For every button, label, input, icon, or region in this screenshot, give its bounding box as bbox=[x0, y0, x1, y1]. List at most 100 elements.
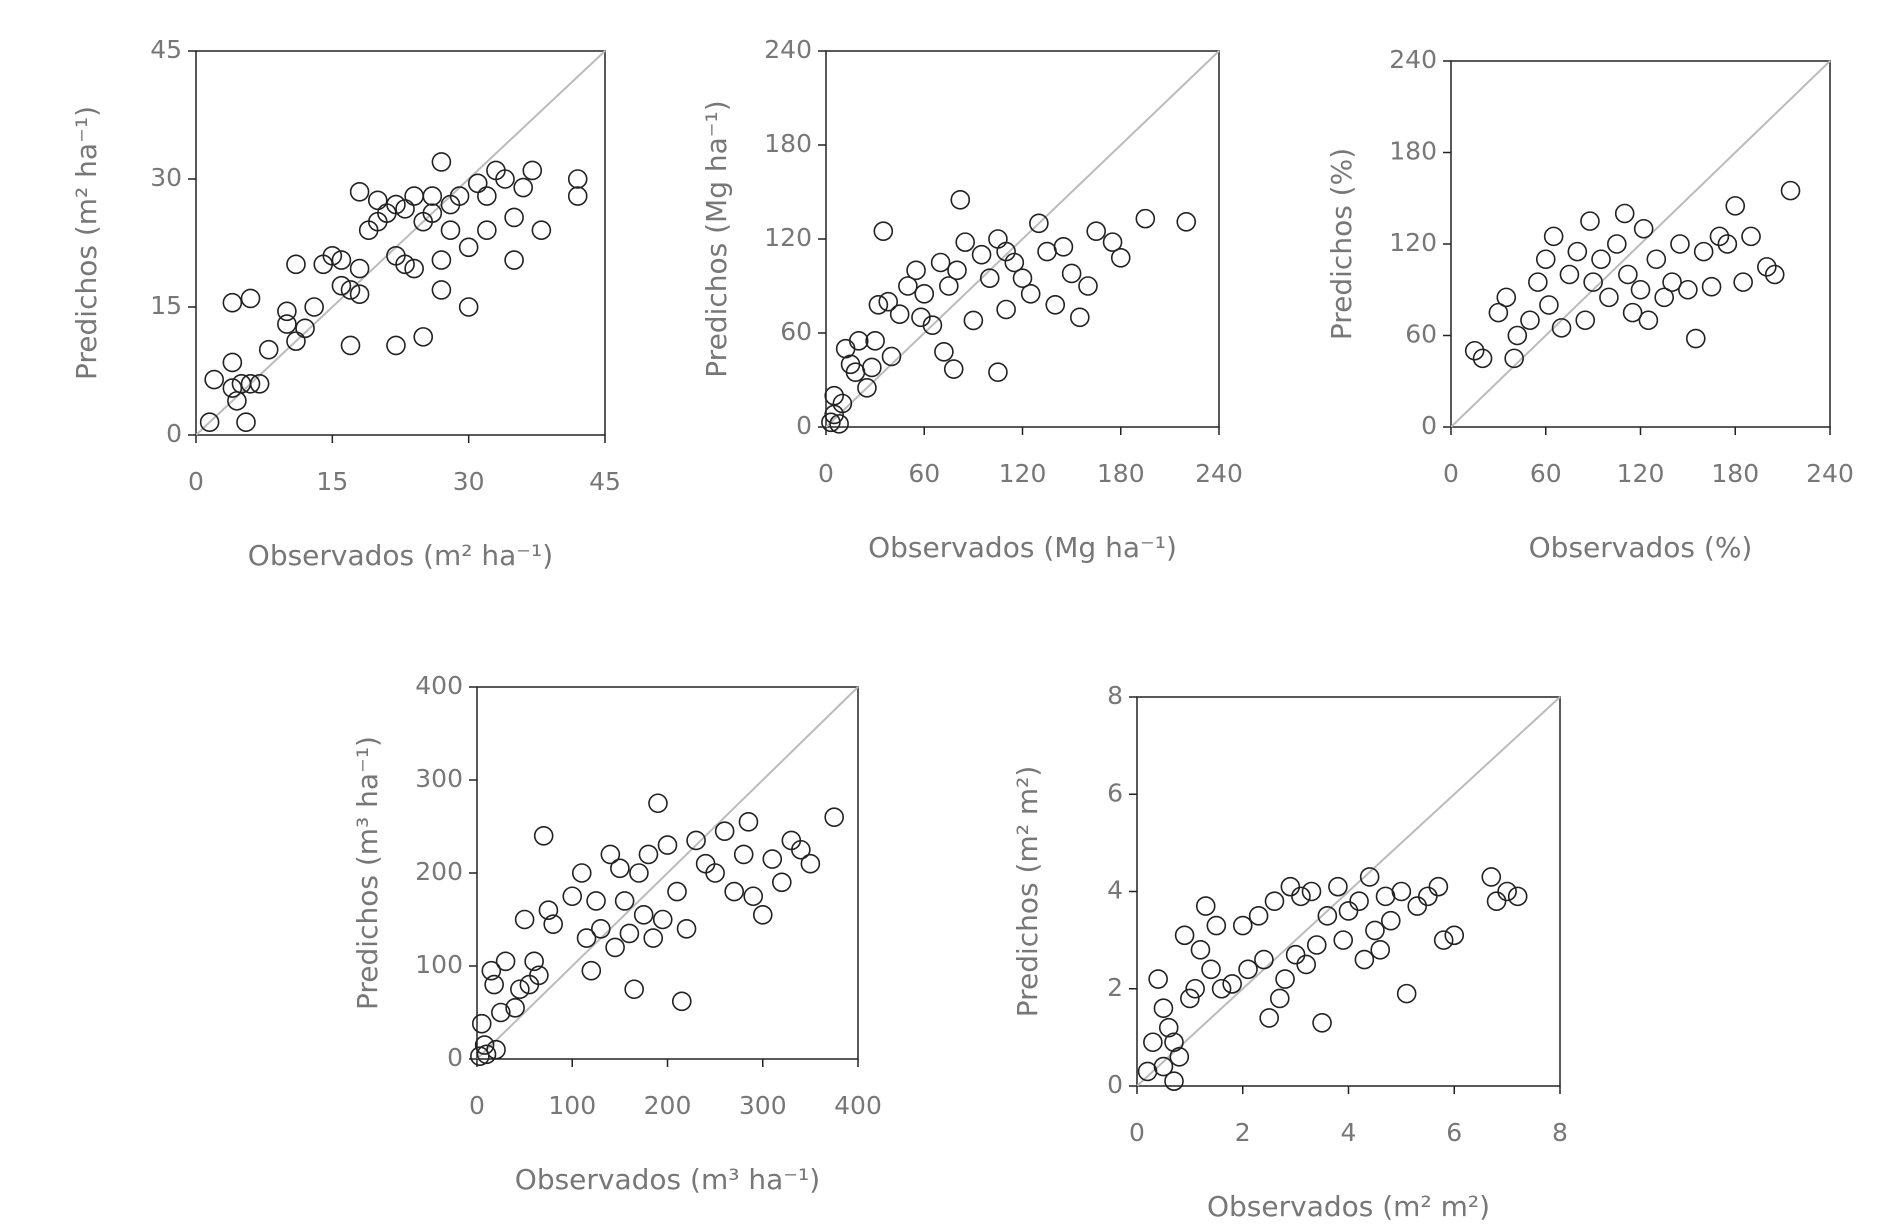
point bbox=[286, 331, 306, 351]
y-tick-label: 0 bbox=[1107, 1070, 1123, 1099]
point bbox=[1618, 264, 1638, 285]
point bbox=[581, 960, 602, 981]
point bbox=[614, 891, 635, 911]
point bbox=[979, 268, 1000, 288]
x-tick-label: 0 bbox=[818, 459, 834, 488]
point bbox=[1328, 876, 1348, 897]
point bbox=[367, 190, 388, 211]
point bbox=[1285, 944, 1306, 965]
y-tick-label: 15 bbox=[150, 291, 182, 320]
point bbox=[955, 232, 975, 252]
point bbox=[1622, 302, 1643, 323]
point bbox=[386, 194, 406, 215]
point bbox=[1275, 969, 1295, 989]
point bbox=[791, 839, 811, 860]
point bbox=[395, 254, 415, 275]
point bbox=[857, 378, 877, 398]
point bbox=[911, 307, 931, 328]
y-tick-label: 2 bbox=[1107, 973, 1123, 1002]
point bbox=[1164, 1071, 1184, 1091]
one-to-one-line bbox=[1136, 696, 1561, 1087]
point bbox=[1317, 906, 1338, 926]
point bbox=[538, 900, 559, 921]
y-tick-label: 60 bbox=[780, 317, 812, 346]
point bbox=[878, 291, 899, 312]
point bbox=[1725, 196, 1746, 216]
point bbox=[1153, 1056, 1174, 1077]
point bbox=[1717, 234, 1738, 254]
point bbox=[514, 909, 535, 930]
point bbox=[1638, 310, 1659, 331]
point bbox=[222, 292, 243, 313]
point bbox=[331, 275, 352, 296]
point bbox=[1662, 272, 1682, 292]
point bbox=[258, 339, 279, 360]
x-tick-label: 100 bbox=[548, 1091, 596, 1120]
x-tick-label: 200 bbox=[644, 1091, 692, 1120]
point bbox=[474, 1035, 495, 1055]
point bbox=[1269, 988, 1290, 1009]
point bbox=[873, 221, 894, 241]
point bbox=[504, 250, 524, 270]
point bbox=[1164, 1032, 1184, 1053]
point bbox=[1630, 279, 1651, 300]
point bbox=[963, 310, 984, 331]
point bbox=[486, 1039, 506, 1060]
point bbox=[1507, 325, 1528, 346]
y-tick-label: 8 bbox=[1107, 681, 1123, 710]
point bbox=[204, 369, 224, 390]
point bbox=[1254, 949, 1274, 970]
point bbox=[571, 863, 592, 883]
point bbox=[1306, 935, 1327, 955]
point bbox=[1757, 257, 1777, 277]
point bbox=[1211, 978, 1232, 999]
point bbox=[1780, 180, 1801, 201]
point bbox=[1206, 915, 1227, 936]
point bbox=[1575, 310, 1596, 331]
point bbox=[522, 160, 543, 181]
point bbox=[898, 276, 918, 296]
point bbox=[1678, 279, 1698, 300]
point bbox=[277, 301, 297, 322]
point bbox=[868, 294, 889, 315]
point bbox=[1045, 294, 1066, 315]
point bbox=[733, 844, 754, 865]
point bbox=[413, 327, 434, 347]
point bbox=[947, 260, 967, 281]
x-tick-label: 400 bbox=[834, 1091, 882, 1120]
y-tick-label: 100 bbox=[415, 950, 463, 979]
point bbox=[686, 830, 706, 851]
point bbox=[495, 169, 515, 189]
point bbox=[633, 905, 654, 925]
point bbox=[605, 937, 625, 958]
point bbox=[440, 220, 461, 240]
y-axis-label: Predichos (%) bbox=[1325, 148, 1358, 340]
point bbox=[1296, 954, 1316, 975]
point bbox=[914, 284, 935, 304]
point bbox=[1520, 310, 1540, 331]
x-tick-label: 0 bbox=[1129, 1118, 1145, 1147]
point bbox=[1078, 276, 1098, 296]
point bbox=[222, 352, 243, 373]
one-to-one-line bbox=[476, 686, 859, 1060]
point bbox=[1539, 295, 1559, 315]
x-tick-label: 180 bbox=[1711, 459, 1759, 488]
point bbox=[1428, 876, 1449, 897]
point bbox=[340, 335, 361, 356]
point bbox=[1559, 264, 1580, 285]
point bbox=[1614, 203, 1635, 224]
y-tick-label: 120 bbox=[764, 223, 812, 252]
point bbox=[781, 830, 802, 851]
point bbox=[1291, 886, 1311, 907]
point bbox=[762, 849, 783, 869]
point bbox=[800, 853, 821, 874]
point bbox=[340, 280, 361, 300]
point bbox=[1264, 891, 1285, 912]
point bbox=[477, 220, 497, 240]
point bbox=[1504, 348, 1524, 369]
x-tick-label: 4 bbox=[1341, 1118, 1357, 1147]
point bbox=[950, 190, 971, 210]
point bbox=[889, 304, 910, 325]
point bbox=[1086, 221, 1106, 241]
